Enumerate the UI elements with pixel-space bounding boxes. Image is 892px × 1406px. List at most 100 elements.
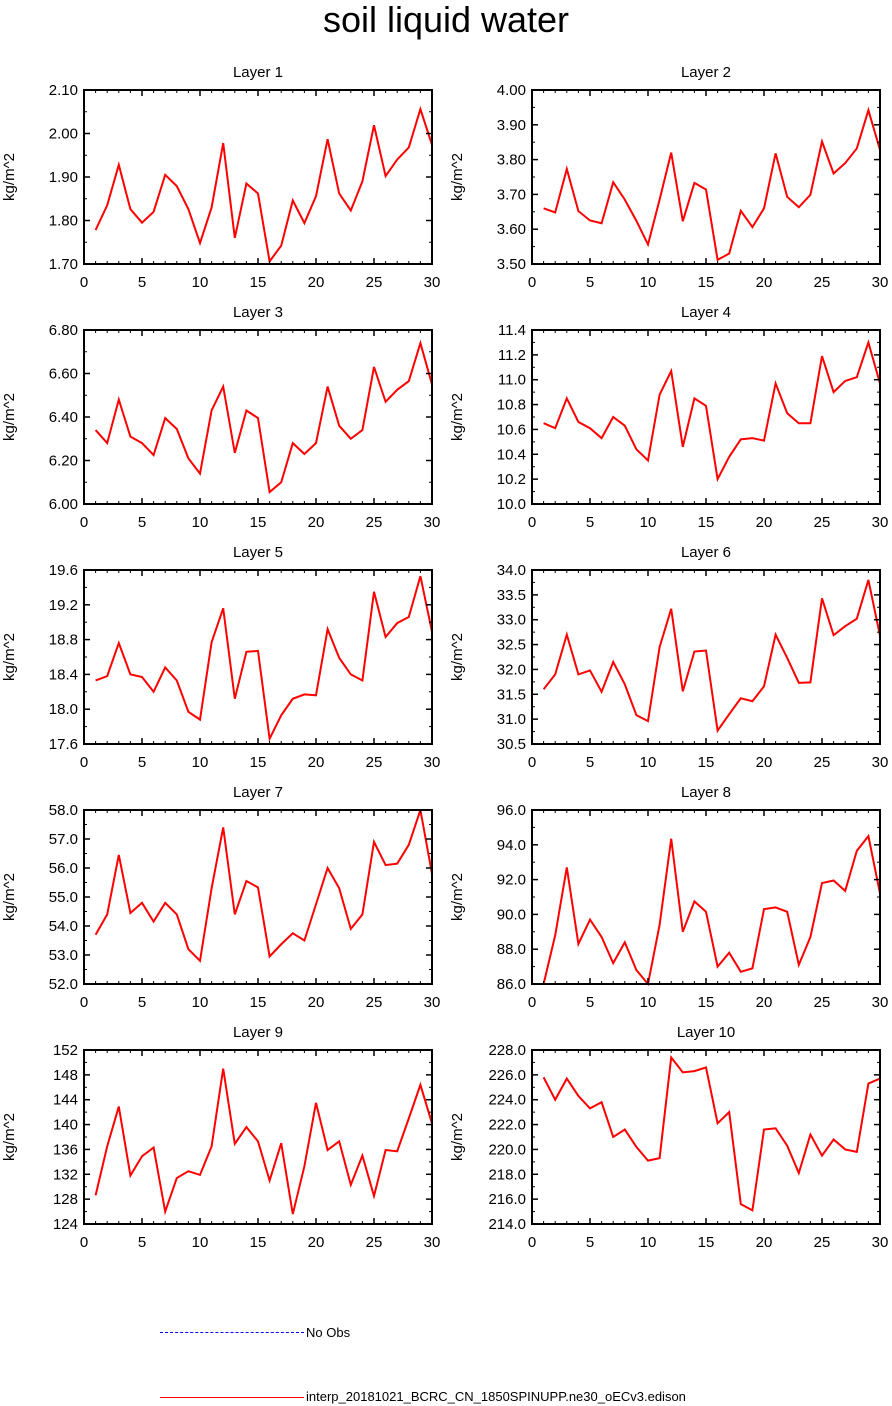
y-tick-label: 34.0 bbox=[497, 562, 526, 579]
x-tick-label: 5 bbox=[586, 1234, 594, 1251]
model-series-line bbox=[94, 105, 433, 264]
x-tick-label: 20 bbox=[756, 754, 773, 771]
x-tick-label: 0 bbox=[80, 754, 88, 771]
y-tick-label: 214.0 bbox=[488, 1216, 526, 1233]
x-tick-label: 25 bbox=[366, 994, 383, 1011]
y-axis-label: kg/m^2 bbox=[449, 873, 466, 921]
y-tick-label: 216.0 bbox=[488, 1191, 526, 1208]
y-tick-label: 6.60 bbox=[49, 366, 78, 383]
y-tick-label: 33.0 bbox=[497, 612, 526, 629]
y-tick-label: 53.0 bbox=[49, 947, 78, 964]
x-tick-label: 10 bbox=[640, 994, 657, 1011]
x-tick-label: 5 bbox=[138, 994, 146, 1011]
x-tick-label: 25 bbox=[814, 754, 831, 771]
x-tick-label: 30 bbox=[424, 994, 441, 1011]
y-axis-label: kg/m^2 bbox=[449, 393, 466, 441]
x-tick-label: 25 bbox=[366, 754, 383, 771]
y-tick-label: 55.0 bbox=[49, 889, 78, 906]
y-tick-label: 92.0 bbox=[497, 872, 526, 889]
x-tick-label: 30 bbox=[872, 754, 889, 771]
panel-layer-7: Layer 7 kg/m^2 0 5 10 15 20 25 30 52.0 53.0 54.0 55.… bbox=[1, 784, 440, 1011]
panel-title: Layer 10 bbox=[677, 1024, 735, 1041]
x-tick-label: 20 bbox=[756, 994, 773, 1011]
panel-title: Layer 2 bbox=[681, 64, 731, 81]
y-tick-label: 17.6 bbox=[49, 736, 78, 753]
panel-title: Layer 8 bbox=[681, 784, 731, 801]
y-tick-label: 3.70 bbox=[497, 186, 526, 203]
x-tick-label: 30 bbox=[872, 1234, 889, 1251]
y-tick-label: 58.0 bbox=[49, 802, 78, 819]
x-tick-label: 25 bbox=[366, 274, 383, 291]
y-tick-label: 11.2 bbox=[498, 347, 526, 364]
y-axis-label: kg/m^2 bbox=[1, 153, 18, 201]
panel-layer-1: Layer 1 kg/m^2 0 5 10 15 20 25 30 1.70 1.80 1.90 2.0… bbox=[1, 64, 440, 291]
x-tick-label: 20 bbox=[756, 274, 773, 291]
y-tick-label: 3.50 bbox=[497, 256, 526, 273]
x-tick-label: 10 bbox=[640, 514, 657, 531]
model-series-line bbox=[95, 575, 433, 743]
y-tick-label: 31.0 bbox=[497, 711, 526, 728]
model-series-line bbox=[543, 106, 881, 262]
y-tick-label: 3.90 bbox=[497, 117, 526, 134]
x-tick-label: 20 bbox=[308, 1234, 325, 1251]
panel-layer-5: Layer 5 kg/m^2 0 5 10 15 20 25 30 17.6 18.0 18.4 18.… bbox=[1, 544, 440, 771]
x-tick-label: 0 bbox=[528, 994, 536, 1011]
y-tick-label: 10.4 bbox=[497, 446, 526, 463]
y-tick-label: 33.5 bbox=[497, 587, 526, 604]
model-series-line bbox=[543, 339, 881, 483]
x-tick-label: 30 bbox=[424, 514, 441, 531]
model-series-line bbox=[94, 1068, 433, 1216]
panel-layer-9: Layer 9 kg/m^2 0 5 10 15 20 25 30 124 128 132 136 140… bbox=[1, 1024, 440, 1251]
y-tick-label: 2.10 bbox=[49, 82, 78, 99]
y-axis-label: kg/m^2 bbox=[1, 1113, 18, 1161]
y-tick-label: 90.0 bbox=[497, 906, 526, 923]
y-tick-label: 220.0 bbox=[488, 1141, 526, 1158]
y-tick-label: 136 bbox=[53, 1141, 78, 1158]
x-tick-label: 15 bbox=[250, 514, 267, 531]
x-tick-label: 30 bbox=[872, 514, 889, 531]
x-tick-label: 15 bbox=[698, 994, 715, 1011]
y-tick-label: 128 bbox=[53, 1191, 78, 1208]
y-tick-label: 31.5 bbox=[497, 686, 526, 703]
x-tick-label: 10 bbox=[640, 1234, 657, 1251]
y-tick-label: 1.80 bbox=[49, 213, 78, 230]
model-series-line bbox=[542, 833, 881, 987]
y-tick-label: 11.0 bbox=[498, 372, 526, 389]
model-series-line bbox=[94, 339, 433, 494]
x-tick-label: 15 bbox=[698, 754, 715, 771]
x-tick-label: 5 bbox=[586, 754, 594, 771]
panel-layer-10: Layer 10 kg/m^2 0 5 10 15 20 25 30 214.0 216.0 218.… bbox=[449, 1024, 888, 1251]
y-tick-label: 6.20 bbox=[49, 453, 78, 470]
y-tick-label: 2.00 bbox=[49, 126, 78, 143]
x-tick-label: 20 bbox=[308, 514, 325, 531]
y-tick-label: 18.4 bbox=[49, 666, 78, 683]
y-tick-label: 32.0 bbox=[497, 661, 526, 678]
x-tick-label: 5 bbox=[138, 514, 146, 531]
y-axis-label: kg/m^2 bbox=[449, 1113, 466, 1161]
x-tick-label: 5 bbox=[586, 994, 594, 1011]
x-tick-label: 10 bbox=[640, 754, 657, 771]
x-tick-label: 5 bbox=[138, 274, 146, 291]
x-tick-label: 25 bbox=[366, 1234, 383, 1251]
panel-title: Layer 4 bbox=[681, 304, 731, 321]
panel-layer-4: Layer 4 kg/m^2 0 5 10 15 20 25 30 10.0 10.2 10.4 10.… bbox=[449, 304, 888, 531]
y-tick-label: 19.6 bbox=[49, 562, 78, 579]
x-tick-label: 30 bbox=[872, 994, 889, 1011]
plot-frame bbox=[531, 89, 881, 265]
x-tick-label: 5 bbox=[138, 1234, 146, 1251]
y-tick-label: 56.0 bbox=[49, 860, 78, 877]
model-legend-label: interp_20181021_BCRC_CN_1850SPINUPP.ne30… bbox=[306, 1389, 686, 1404]
x-tick-label: 30 bbox=[872, 274, 889, 291]
y-tick-label: 30.5 bbox=[497, 736, 526, 753]
y-tick-label: 218.0 bbox=[488, 1166, 526, 1183]
obs-legend-line bbox=[160, 1332, 304, 1333]
y-tick-label: 1.90 bbox=[49, 169, 78, 186]
y-tick-label: 6.00 bbox=[49, 496, 78, 513]
y-axis-label: kg/m^2 bbox=[1, 873, 18, 921]
panel-title: Layer 6 bbox=[681, 544, 731, 561]
x-tick-label: 0 bbox=[80, 274, 88, 291]
y-tick-label: 224.0 bbox=[488, 1092, 526, 1109]
panel-title: Layer 7 bbox=[233, 784, 283, 801]
y-tick-label: 6.80 bbox=[49, 322, 78, 339]
